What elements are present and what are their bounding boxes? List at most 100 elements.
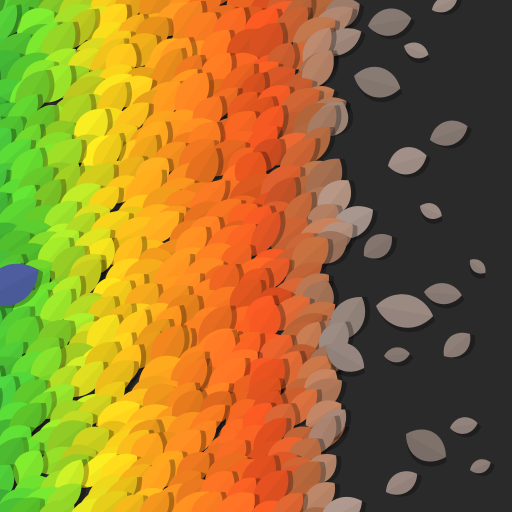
leaf-highlight xyxy=(470,459,491,470)
leaf-highlight xyxy=(363,234,392,256)
leaf-highlight xyxy=(174,72,207,117)
mosaic-leaf xyxy=(250,210,286,257)
falling-leaf xyxy=(363,234,397,261)
leaf-highlight xyxy=(0,356,18,388)
leaf-highlight xyxy=(0,4,17,50)
falling-leaf xyxy=(326,342,365,377)
leaf-highlight xyxy=(305,400,342,426)
leaf-highlight xyxy=(319,496,362,512)
leaf-highlight xyxy=(214,492,255,512)
leaf-highlight xyxy=(289,461,320,496)
leaf-highlight xyxy=(30,346,61,385)
leaf-highlight xyxy=(100,453,138,481)
leaf-highlight xyxy=(89,490,127,512)
leaf-highlight xyxy=(432,0,458,10)
leaf-highlight xyxy=(420,203,442,217)
falling-leaf xyxy=(386,471,422,497)
leaf-highlight xyxy=(326,342,365,368)
leaf-highlight xyxy=(470,259,486,273)
leaf-highlight xyxy=(43,200,77,234)
mosaic-leaf xyxy=(214,492,260,512)
leaf-highlight xyxy=(138,355,186,383)
leaf-highlight xyxy=(291,237,328,271)
leaf-highlight xyxy=(376,294,434,317)
leaf-highlight xyxy=(0,325,15,357)
leaf-highlight xyxy=(0,376,14,414)
mosaic-leaf xyxy=(151,47,188,93)
falling-leaf xyxy=(420,203,443,224)
leaf-highlight xyxy=(229,279,261,313)
leaf-highlight xyxy=(0,437,22,481)
leaf-highlight xyxy=(0,464,11,502)
leaf-highlight xyxy=(386,471,418,492)
leaf-highlight xyxy=(77,453,117,488)
leaf-highlight xyxy=(87,296,114,329)
leaf-highlight xyxy=(253,470,287,509)
falling-leaf xyxy=(388,147,431,178)
leaf-highlight xyxy=(0,263,39,300)
leaf-highlight xyxy=(430,120,468,140)
leaf-highlight xyxy=(111,494,143,512)
leaf-body xyxy=(0,376,16,415)
leaf-highlight xyxy=(272,493,303,512)
leaf-highlight xyxy=(443,332,471,356)
mosaic-leaf xyxy=(229,279,267,314)
leaf-highlight xyxy=(200,30,229,65)
leaf-highlight xyxy=(110,216,157,245)
leaf-highlight xyxy=(154,253,191,288)
leaf-highlight xyxy=(302,27,330,66)
leaf-highlight xyxy=(39,288,71,331)
leaf-highlight xyxy=(0,50,21,81)
leaf-highlight xyxy=(0,127,11,161)
mosaic-leaf xyxy=(249,304,286,341)
mosaic-leaf xyxy=(319,496,367,512)
leaf-highlight xyxy=(47,420,87,453)
leaf-highlight xyxy=(388,147,427,166)
leaf-highlight xyxy=(406,429,446,457)
leaf-highlight xyxy=(424,283,462,296)
mosaic-leaf xyxy=(0,4,23,50)
mosaic-leaf xyxy=(30,346,67,385)
leaf-highlight xyxy=(0,102,15,138)
leaf-highlight xyxy=(248,22,280,64)
leaf-highlight xyxy=(202,330,232,372)
falling-leaf xyxy=(354,67,403,103)
mosaic-leaf xyxy=(35,500,79,512)
leaf-highlight xyxy=(13,450,40,485)
leaf-highlight xyxy=(234,152,262,188)
leaf-highlight xyxy=(95,400,141,426)
leaf-highlight xyxy=(142,383,177,412)
leaf-highlight xyxy=(279,88,320,119)
falling-leaf xyxy=(384,347,414,367)
mosaic-leaf xyxy=(142,211,184,245)
leaf-highlight xyxy=(151,48,181,93)
highlighted-leaf xyxy=(0,263,44,309)
leaf-body xyxy=(432,0,458,13)
leaf-highlight xyxy=(384,347,410,356)
leaf-highlight xyxy=(354,67,401,89)
leaf-highlight xyxy=(151,81,180,119)
mosaic-leaf xyxy=(272,493,309,512)
leaf-highlight xyxy=(0,489,16,512)
leaf-highlight xyxy=(0,222,20,243)
falling-leaf xyxy=(424,283,465,309)
falling-leaf xyxy=(368,8,415,40)
falling-leaf xyxy=(432,0,462,15)
falling-leaf xyxy=(404,42,430,64)
mosaic-leaf xyxy=(39,288,77,331)
leaf-highlight xyxy=(51,245,84,285)
leaf-highlight xyxy=(250,211,279,257)
leaf-body xyxy=(0,102,15,138)
leaf-highlight xyxy=(249,304,277,341)
leaf-highlight xyxy=(184,12,216,50)
leaf-highlight xyxy=(190,492,221,512)
leaf-highlight xyxy=(50,342,96,370)
leaf-highlight xyxy=(142,211,180,243)
leaf-highlight xyxy=(450,417,478,428)
mosaic-leaf xyxy=(111,494,149,512)
leaf-highlight xyxy=(86,314,118,355)
falling-leaf xyxy=(443,332,476,359)
mosaic-leaf xyxy=(190,492,228,512)
falling-leaf xyxy=(469,259,486,279)
